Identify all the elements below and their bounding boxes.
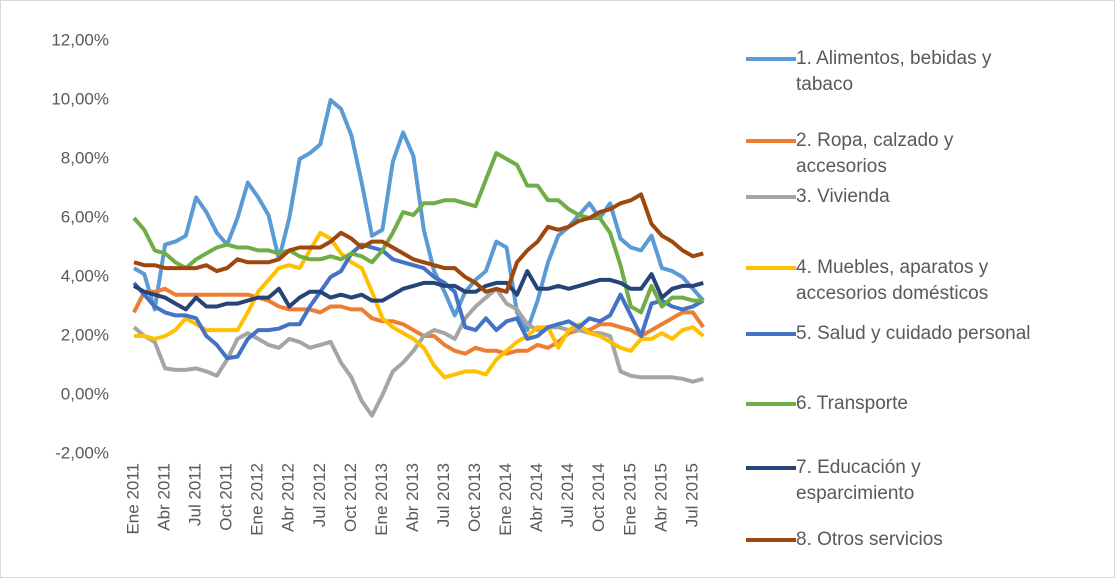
series-line: [132, 286, 705, 356]
legend-label: 3. Vivienda: [796, 186, 890, 207]
y-tick-label: 6,00%: [61, 207, 109, 226]
series-line: [132, 151, 704, 315]
x-tick-label: Ene 2011: [123, 463, 142, 535]
x-tick-label: Ene 2013: [372, 463, 391, 536]
legend-swatch: [746, 195, 796, 199]
x-tick-label: Jul 2014: [558, 463, 577, 527]
legend-label: 7. Educación y esparcimiento: [796, 457, 921, 504]
legend-label: 1. Alimentos, bebidas y tabaco: [796, 48, 992, 95]
x-tick-label: Abr 2014: [527, 463, 546, 532]
y-tick-label: 0,00%: [61, 384, 109, 403]
legend-label: 5. Salud y cuidado personal: [796, 323, 1031, 344]
x-tick-label: Jul 2012: [310, 463, 329, 527]
series-line: [132, 242, 705, 361]
x-tick-label: Oct 2013: [465, 463, 484, 532]
y-tick-label: 4,00%: [61, 266, 109, 285]
legend-label: 8. Otros servicios: [796, 529, 943, 550]
x-tick-label: Jul 2011: [186, 463, 205, 526]
legend-swatch: [746, 538, 796, 542]
legend-entry: 1. Alimentos, bebidas y tabaco: [746, 46, 1066, 98]
series-line: [133, 269, 704, 312]
legend-entry: 8. Otros servicios: [746, 527, 1066, 553]
x-tick-label: Abr 2011: [155, 463, 174, 531]
series-line: [133, 192, 704, 294]
legend-swatch: [746, 139, 796, 143]
legend-label: 4. Muebles, aparatos y accesorios domést…: [796, 257, 989, 304]
y-tick-label: -2,00%: [55, 443, 109, 462]
legend-label: 2. Ropa, calzado y accesorios: [796, 130, 954, 177]
legend-entry: 6. Transporte: [746, 391, 1066, 417]
x-tick-label: Abr 2015: [651, 463, 670, 532]
x-tick-label: Oct 2011: [217, 463, 236, 531]
legend-swatch: [746, 466, 796, 470]
x-tick-label: Abr 2012: [279, 463, 298, 532]
y-tick-label: 8,00%: [61, 148, 109, 167]
x-tick-label: Oct 2012: [341, 463, 360, 532]
x-tick-label: Ene 2015: [620, 463, 639, 536]
legend-entry: 4. Muebles, aparatos y accesorios domést…: [746, 255, 1066, 307]
y-tick-label: 2,00%: [61, 325, 109, 344]
legend-swatch: [746, 332, 796, 336]
legend-label: 6. Transporte: [796, 393, 908, 414]
legend-entry: 5. Salud y cuidado personal: [746, 321, 1066, 347]
series-line: [132, 98, 705, 333]
y-tick-label: 10,00%: [51, 89, 109, 108]
legend-entry: 2. Ropa, calzado y accesorios: [746, 128, 1066, 180]
legend-entry: 7. Educación y esparcimiento: [746, 455, 1066, 507]
x-tick-label: Oct 2014: [589, 463, 608, 532]
series-line: [134, 230, 705, 380]
legend-swatch: [746, 266, 796, 270]
x-tick-label: Abr 2013: [403, 463, 422, 532]
x-tick-label: Jul 2013: [434, 463, 453, 527]
legend-entry: 3. Vivienda: [746, 184, 1066, 210]
x-tick-label: Ene 2014: [496, 463, 515, 536]
legend-swatch: [746, 402, 796, 406]
y-tick-label: 12,00%: [51, 30, 109, 49]
legend-swatch: [746, 57, 796, 61]
x-tick-label: Ene 2012: [248, 463, 267, 536]
x-tick-label: Jul 2015: [682, 463, 701, 527]
